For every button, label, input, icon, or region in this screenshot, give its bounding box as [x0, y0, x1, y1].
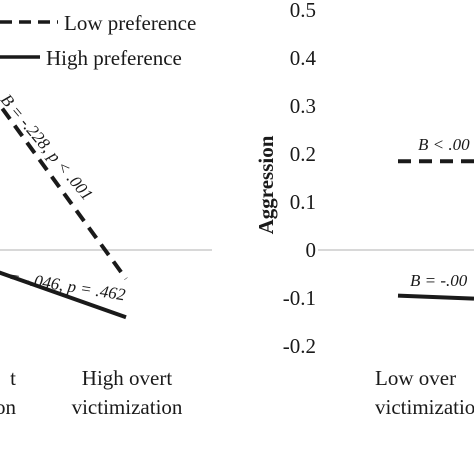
y-tick-label: 0: [306, 238, 317, 262]
legend-high-preference-label: High preference: [46, 46, 182, 70]
series-line-low-preference: [0, 101, 128, 280]
slope-annotation-dashed: B < .00: [418, 135, 470, 154]
y-tick-label: 0.1: [290, 190, 316, 214]
left-x-tick-labels: t on High overt victimization: [0, 366, 183, 419]
right-y-tick-labels: -0.2 -0.1 0 0.1 0.2 0.3 0.4 0.5: [283, 0, 317, 358]
x-tick-label-low-overt-right: victimizatio: [375, 395, 474, 419]
y-tick-label: 0.3: [290, 94, 316, 118]
x-tick-label-high-overt: victimization: [72, 395, 183, 419]
series-line-high-preference: [0, 270, 127, 320]
y-tick-label: 0.4: [290, 46, 317, 70]
slope-annotation-low-preference: B = -.228, p < .001: [0, 90, 97, 204]
x-tick-label-low-overt-right: Low over: [375, 366, 456, 390]
y-tick-label: -0.2: [283, 334, 316, 358]
left-annotations: B = -.228, p < .001 = -.046, p = .462: [0, 90, 127, 304]
y-tick-label: 0.2: [290, 142, 316, 166]
legend-low-preference-label: Low preference: [64, 11, 196, 35]
y-tick-label: 0.5: [290, 0, 316, 22]
left-series-marks: [0, 101, 128, 320]
legend: Low preference High preference: [0, 11, 196, 70]
x-tick-label-low-overt: t: [10, 366, 16, 390]
x-tick-label-high-overt: High overt: [82, 366, 173, 390]
slope-annotation-solid: B = -.00: [410, 271, 468, 290]
right-x-tick-labels: Low over victimizatio: [375, 366, 474, 419]
x-tick-label-low-overt: on: [0, 395, 17, 419]
slope-annotation-high-preference: = -.046, p = .462: [7, 267, 127, 304]
left-panel: Low preference High preference B = -.228…: [0, 11, 212, 419]
series-line-solid: [397, 293, 474, 301]
y-tick-label: -0.1: [283, 286, 316, 310]
right-panel: -0.2 -0.1 0 0.1 0.2 0.3 0.4 0.5 Aggression B < …: [254, 0, 474, 419]
right-annotations: B < .00 B = -.00: [410, 135, 470, 290]
y-axis-title: Aggression: [254, 135, 278, 234]
right-series-marks: [397, 159, 474, 301]
